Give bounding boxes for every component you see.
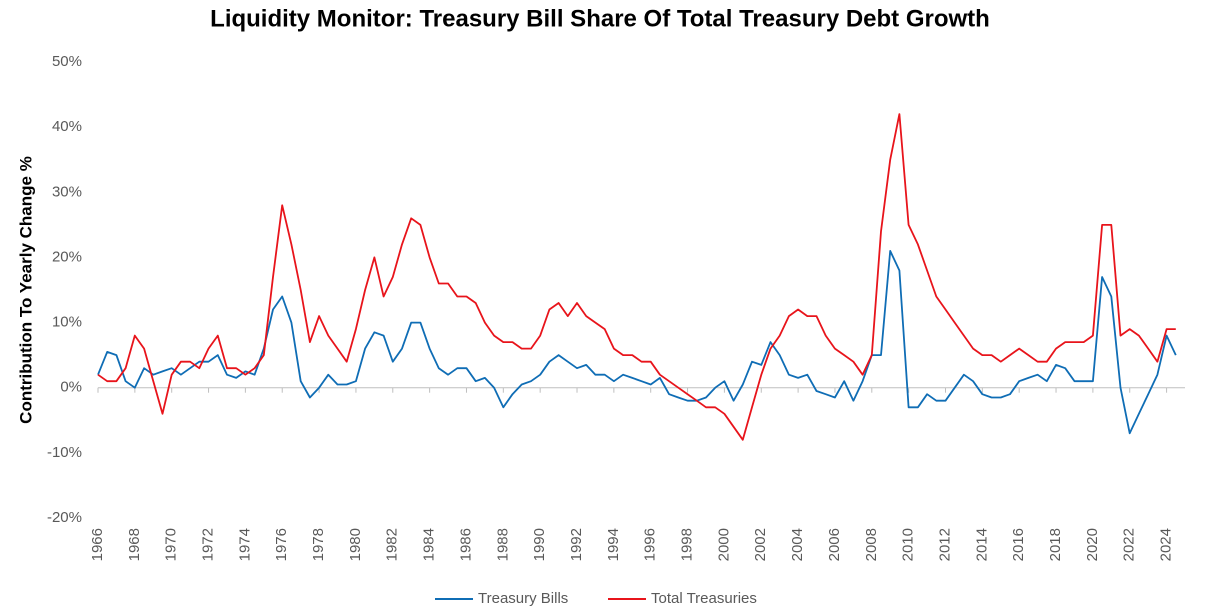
x-tick-label: 1984 (421, 528, 438, 561)
x-tick-label: 2014 (973, 528, 990, 561)
x-tick-label: 1978 (310, 528, 327, 561)
y-tick-label: 20% (52, 248, 82, 265)
x-tick-label: 2020 (1084, 528, 1101, 561)
x-tick-label: 1986 (457, 528, 474, 561)
x-tick-label: 1968 (126, 528, 143, 561)
x-tick-label: 1982 (384, 528, 401, 561)
y-tick-label: 30% (52, 183, 82, 200)
y-tick-label: 0% (60, 379, 82, 396)
y-tick-label: -20% (47, 509, 82, 526)
x-tick-label: 1988 (494, 528, 511, 561)
x-tick-label: 1972 (200, 528, 217, 561)
x-tick-label: 1966 (89, 528, 106, 561)
series-line (97, 113, 1176, 441)
x-tick-label: 1996 (642, 528, 659, 561)
legend-label: Total Treasuries (651, 590, 757, 607)
y-tick-label: 50% (52, 53, 82, 70)
y-tick-label: 10% (52, 314, 82, 331)
x-tick-label: 2000 (715, 528, 732, 561)
x-tick-label: 2010 (900, 528, 917, 561)
series-line (97, 250, 1177, 435)
x-tick-label: 1990 (531, 528, 548, 561)
x-tick-label: 1976 (273, 528, 290, 561)
x-tick-label: 2002 (752, 528, 769, 561)
x-tick-label: 2012 (936, 528, 953, 561)
x-tick-label: 2008 (863, 528, 880, 561)
x-tick-label: 2022 (1121, 528, 1138, 561)
y-tick-label: -10% (47, 444, 82, 461)
x-tick-label: 2016 (1010, 528, 1027, 561)
x-tick-label: 1980 (347, 528, 364, 561)
x-tick-label: 2024 (1158, 528, 1175, 561)
chart-title: Liquidity Monitor: Treasury Bill Share O… (210, 5, 990, 32)
x-tick-label: 1992 (568, 528, 585, 561)
y-tick-label: 40% (52, 118, 82, 135)
x-tick-label: 2006 (826, 528, 843, 561)
x-tick-label: 2004 (789, 528, 806, 561)
x-tick-label: 1970 (163, 528, 180, 561)
y-axis-label: Contribution To Yearly Change % (16, 156, 35, 424)
x-tick-label: 1994 (605, 528, 622, 561)
x-tick-label: 1974 (236, 528, 253, 561)
legend-label: Treasury Bills (478, 590, 568, 607)
x-tick-label: 1998 (679, 528, 696, 561)
x-tick-label: 2018 (1047, 528, 1064, 561)
